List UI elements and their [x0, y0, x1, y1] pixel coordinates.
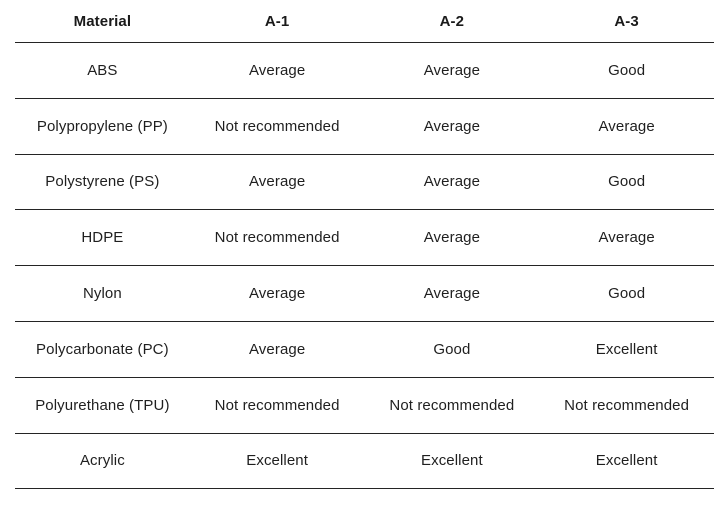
a3-value-cell: Average [598, 229, 655, 247]
material-cell: HDPE [81, 229, 124, 247]
material-cell: Polystyrene (PS) [45, 173, 160, 191]
a1-value-cell: Excellent [246, 452, 308, 470]
material-cell: Acrylic [79, 452, 125, 470]
material-cell: Polycarbonate (PC) [36, 340, 169, 358]
table-row: Polycarbonate (PC) Average Good Excellent [15, 322, 714, 378]
material-cell: Polyurethane (TPU) [35, 396, 170, 414]
a3-value-cell: Not recommended [564, 396, 690, 414]
a2-value-cell: Average [423, 61, 481, 79]
a2-value-cell: Average [423, 229, 481, 247]
a1-value-cell: Average [248, 61, 306, 79]
a3-value-cell: Good [608, 285, 646, 303]
table-row: ABS Average Average Good [15, 43, 714, 99]
a2-value-cell: Excellent [420, 452, 483, 470]
a2-value-cell: Not recommended [389, 396, 515, 414]
a1-value-cell: Not recommended [214, 117, 340, 135]
table-body: ABS Average Average Good Polypropylene (PP) N… [15, 43, 714, 490]
table-row: Polyurethane (TPU) Not recommended Not rec… [15, 378, 714, 434]
a1-value-cell: Average [248, 173, 306, 191]
a2-value-cell: Average [423, 173, 481, 191]
column-header-material: Material [73, 12, 132, 30]
table-row: Polystyrene (PS) Average Average Good [15, 155, 714, 211]
material-compatibility-table: Material A-1 A-2 A-3 ABS Average Average Go… [15, 0, 714, 490]
a2-value-cell: Average [423, 117, 481, 135]
column-header-a1: A-1 [264, 12, 290, 30]
table-row: Acrylic Excellent Excellent Excellent [15, 434, 714, 490]
table-row: Nylon Average Average Good [15, 266, 714, 322]
table-row: HDPE Not recommended Average Average [15, 210, 714, 267]
a3-value-cell: Excellent [595, 452, 658, 470]
a1-value-cell: Average [248, 285, 306, 303]
a3-value-cell: Average [598, 117, 655, 135]
a2-value-cell: Good [433, 340, 471, 358]
a3-value-cell: Good [608, 173, 646, 191]
a1-value-cell: Not recommended [214, 396, 340, 414]
table-row: Polypropylene (PP) Not recommended Average… [15, 99, 714, 155]
material-cell: Nylon [82, 285, 122, 303]
a1-value-cell: Average [248, 340, 306, 358]
a2-value-cell: Average [423, 285, 481, 303]
a3-value-cell: Good [608, 61, 646, 79]
material-cell: ABS [87, 61, 118, 79]
material-cell: Polypropylene (PP) [36, 117, 168, 135]
column-header-a2: A-2 [439, 12, 465, 30]
a1-value-cell: Not recommended [214, 229, 340, 247]
column-header-a3: A-3 [614, 12, 639, 30]
a3-value-cell: Excellent [595, 340, 658, 358]
table-header-row: Material A-1 A-2 A-3 [15, 0, 714, 43]
